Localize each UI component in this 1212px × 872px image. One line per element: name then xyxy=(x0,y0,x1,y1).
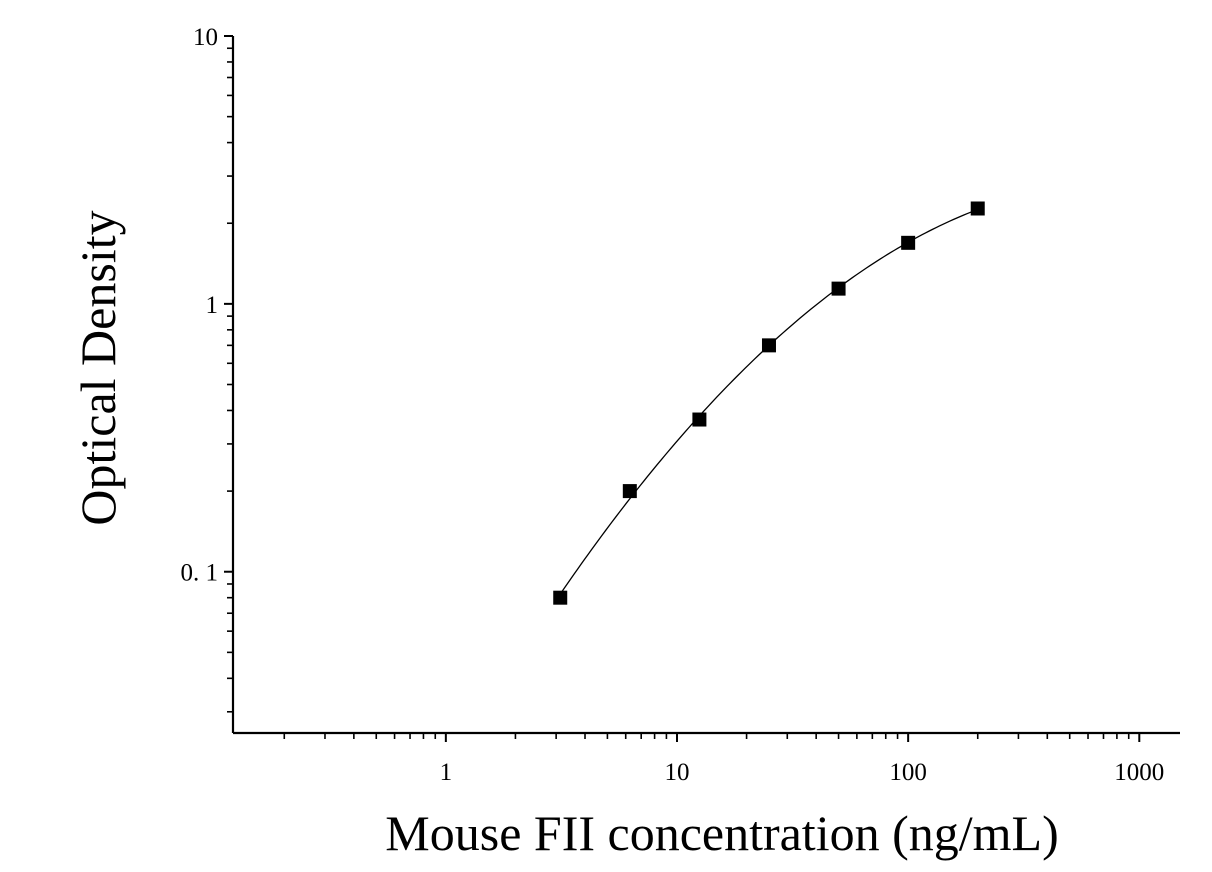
x-tick-label: 10 xyxy=(664,759,689,786)
x-axis-title: Mouse FII concentration (ng/mL) xyxy=(385,805,1058,861)
data-point xyxy=(553,590,568,605)
x-tick-label: 1000 xyxy=(1114,759,1164,786)
y-tick-label: 1 xyxy=(206,292,219,319)
data-point xyxy=(970,201,985,216)
x-tick-label: 1 xyxy=(440,759,453,786)
data-point xyxy=(761,338,776,353)
y-tick-label: 10 xyxy=(193,24,218,51)
y-axis-title: Optical Density xyxy=(70,210,126,525)
data-point xyxy=(692,412,707,427)
tick-labels-layer: 1 10 100 1000 0. 1 1 10 xyxy=(181,24,1165,786)
ticks-layer xyxy=(224,35,1141,742)
data-point xyxy=(831,281,846,296)
data-point xyxy=(622,484,637,499)
data-point xyxy=(901,235,916,250)
y-tick-label: 0. 1 xyxy=(181,560,219,587)
x-tick-label: 100 xyxy=(889,759,927,786)
points-layer xyxy=(553,201,985,605)
